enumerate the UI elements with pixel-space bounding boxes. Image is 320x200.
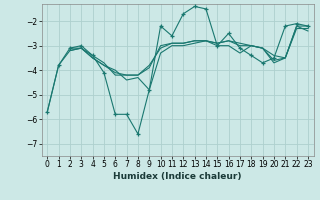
X-axis label: Humidex (Indice chaleur): Humidex (Indice chaleur): [113, 172, 242, 181]
